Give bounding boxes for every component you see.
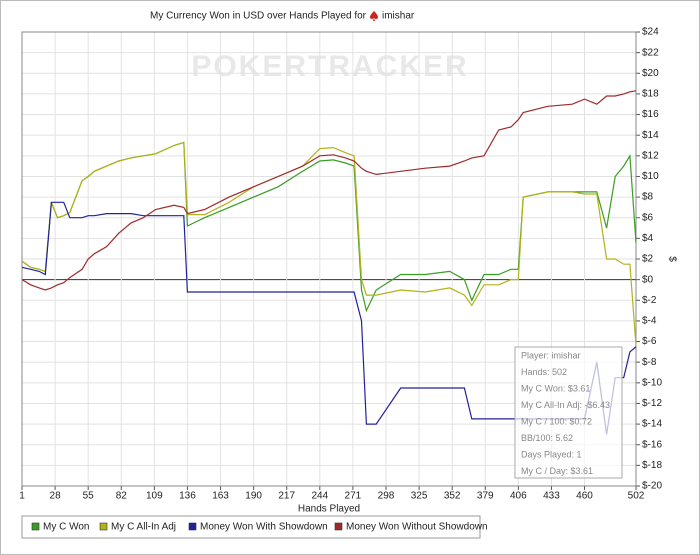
- x-tick-label: 379: [477, 491, 494, 502]
- x-tick-label: 28: [50, 491, 62, 502]
- legend-swatch: [31, 522, 40, 531]
- y-tick-label: $8: [642, 192, 654, 203]
- x-tick-label: 1: [19, 491, 25, 502]
- legend-label: My C All-In Adj: [111, 522, 176, 533]
- y-tick-label: $14: [642, 130, 659, 141]
- x-tick-label: 325: [411, 491, 428, 502]
- x-tick-label: 190: [245, 491, 262, 502]
- legend-swatch: [334, 522, 343, 531]
- legend-label: Money Won With Showdown: [200, 522, 328, 533]
- tooltip-line: My C / Day: $3.61: [521, 466, 593, 476]
- legend-label: Money Won Without Showdown: [346, 522, 488, 533]
- y-axis-label: $: [666, 256, 677, 262]
- series-line: [21, 141, 637, 346]
- tooltip-line: Days Played: 1: [521, 449, 582, 459]
- x-tick-label: 433: [543, 491, 560, 502]
- plot-border: [21, 31, 637, 487]
- y-tick-label: $0: [642, 274, 654, 285]
- y-tick-label: $20: [642, 68, 659, 79]
- y-tick-label: $24: [642, 27, 659, 38]
- y-tick-label: $-10: [642, 377, 662, 388]
- y-tick-label: $-18: [642, 460, 662, 471]
- x-tick-label: 406: [510, 491, 527, 502]
- x-tick-label: 163: [212, 491, 229, 502]
- y-tick-label: $-16: [642, 439, 662, 450]
- y-tick-label: $-14: [642, 419, 662, 430]
- series-line: [21, 90, 637, 291]
- x-tick-label: 298: [378, 491, 395, 502]
- y-tick-label: $12: [642, 150, 659, 161]
- chart-title-player: imishar: [382, 11, 415, 22]
- y-tick-label: $-4: [642, 316, 657, 327]
- x-tick-label: 460: [576, 491, 593, 502]
- legend-swatch: [99, 522, 108, 531]
- x-tick-label: 502: [628, 491, 645, 502]
- x-tick-label: 352: [444, 491, 461, 502]
- y-tick-label: $6: [642, 212, 654, 223]
- tooltip-line: Player: imishar: [521, 350, 581, 360]
- x-tick-label: 244: [311, 491, 328, 502]
- y-tick-label: $-2: [642, 295, 657, 306]
- x-tick-label: 136: [179, 491, 196, 502]
- tooltip-line: BB/100: 5.62: [521, 433, 573, 443]
- y-tick-label: $-6: [642, 336, 657, 347]
- y-tick-label: $2: [642, 254, 654, 265]
- chart-title: My Currency Won in USD over Hands Played…: [150, 11, 367, 22]
- legend-swatch: [188, 522, 197, 531]
- y-tick-label: $22: [642, 47, 659, 58]
- x-tick-label: 82: [116, 491, 128, 502]
- tooltip-line: My C / 100: $0.72: [521, 416, 592, 426]
- spade-icon: [370, 11, 378, 21]
- y-tick-label: $10: [642, 171, 659, 182]
- y-tick-label: $-8: [642, 357, 657, 368]
- y-tick-label: $4: [642, 233, 654, 244]
- tooltip-box: [514, 346, 623, 479]
- y-tick-label: $-12: [642, 398, 662, 409]
- x-axis-label: Hands Played: [298, 504, 360, 515]
- y-tick-label: $18: [642, 89, 659, 100]
- watermark: POKERTRACKER: [191, 50, 468, 83]
- tooltip-line: My C All-In Adj: -$6.43: [521, 400, 610, 410]
- x-tick-label: 271: [345, 491, 362, 502]
- tooltip-line: Hands: 502: [521, 367, 567, 377]
- legend-label: My C Won: [43, 522, 90, 533]
- x-tick-label: 55: [83, 491, 95, 502]
- y-tick-label: $-20: [642, 481, 662, 492]
- y-tick-label: $16: [642, 109, 659, 120]
- legend-box: [21, 515, 481, 539]
- x-tick-label: 217: [278, 491, 295, 502]
- tooltip-line: My C Won: $3.61: [521, 383, 590, 393]
- x-tick-label: 109: [146, 491, 163, 502]
